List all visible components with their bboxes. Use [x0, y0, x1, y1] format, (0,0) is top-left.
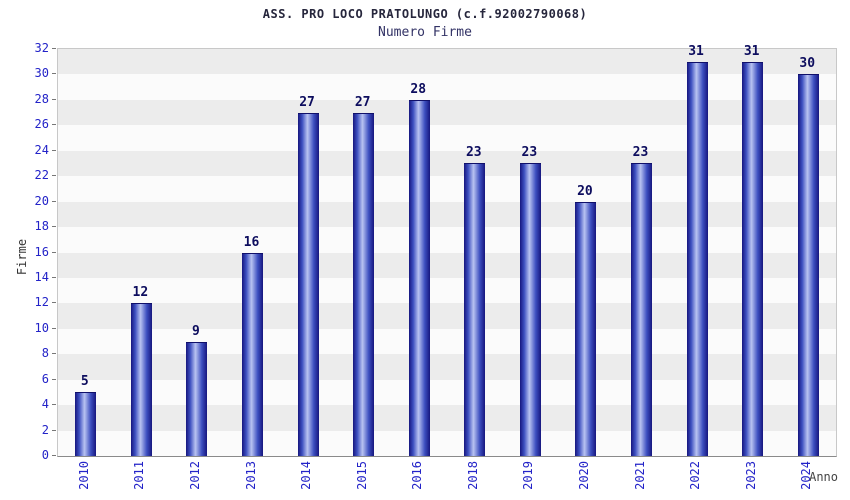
y-tick-mark	[52, 251, 56, 253]
y-tick-mark	[52, 327, 56, 329]
y-tick-label: 24	[34, 142, 49, 157]
y-tick-label: 26	[34, 117, 49, 132]
plot-band	[58, 125, 836, 151]
x-tick-label: 2016	[410, 461, 425, 490]
plot-band	[58, 277, 836, 304]
y-tick-label: 32	[34, 41, 49, 55]
y-tick-mark	[52, 98, 56, 100]
y-tick-label: 2	[41, 422, 49, 437]
y-tick-mark	[52, 175, 56, 177]
bar	[130, 303, 152, 456]
y-tick-label: 30	[34, 66, 49, 81]
bar	[297, 112, 319, 456]
bar	[408, 99, 430, 456]
y-tick-label: 8	[41, 346, 49, 361]
plot-band	[58, 379, 836, 406]
bar-value-label: 23	[465, 145, 482, 161]
bar-value-label: 23	[521, 145, 538, 161]
y-tick-mark	[52, 378, 56, 380]
plot-band	[58, 227, 836, 253]
plot-band	[58, 74, 836, 100]
x-tick-label: 2022	[688, 461, 703, 490]
plot-band	[58, 354, 836, 380]
x-tick-label: 2024	[799, 461, 814, 490]
plot-band	[58, 252, 836, 278]
plot-band	[58, 99, 836, 126]
y-tick-label: 0	[41, 448, 49, 462]
bar	[464, 163, 486, 456]
bar-value-label: 27	[354, 94, 371, 110]
x-tick-label: 2010	[76, 461, 91, 490]
bar	[575, 201, 597, 456]
y-tick-mark	[52, 429, 56, 431]
bar	[797, 74, 819, 456]
x-tick-label: 2012	[187, 461, 202, 490]
y-tick-mark	[52, 276, 56, 278]
bar	[242, 252, 263, 456]
plot-band	[58, 405, 836, 431]
plot-band	[58, 303, 836, 329]
x-axis-title: Anno	[809, 470, 838, 484]
bar	[519, 163, 541, 456]
x-tick-label: 2011	[132, 461, 147, 490]
chart-title: ASS. PRO LOCO PRATOLUNGO (c.f.9200279006…	[262, 7, 588, 21]
x-tick-label: 2021	[632, 461, 647, 490]
bar-value-label: 28	[410, 81, 427, 97]
plot-area	[57, 48, 837, 457]
x-tick-label: 2018	[465, 461, 480, 490]
y-tick-label: 14	[34, 269, 49, 284]
y-tick-label: 20	[34, 193, 49, 208]
plot-band	[58, 150, 836, 177]
bar-value-label: 23	[632, 145, 649, 161]
bar	[353, 112, 375, 456]
y-tick-label: 16	[34, 244, 49, 259]
chart-subtitle: Numero Firme	[378, 25, 472, 40]
plot-band	[58, 176, 836, 202]
bar	[75, 392, 97, 456]
bar	[631, 163, 652, 456]
bar-value-label: 31	[688, 43, 704, 59]
bar-value-label: 31	[743, 43, 760, 59]
y-tick-mark	[52, 226, 56, 228]
y-tick-label: 6	[41, 371, 49, 386]
y-tick-mark	[52, 404, 56, 406]
bar-value-label: 16	[243, 234, 260, 250]
y-tick-label: 18	[34, 219, 49, 234]
plot-band	[58, 201, 836, 228]
bar-value-label: 12	[132, 285, 149, 301]
bar-value-label: 5	[80, 374, 89, 390]
y-tick-mark	[52, 200, 56, 202]
y-tick-label: 4	[41, 397, 49, 412]
y-tick-mark	[52, 124, 56, 126]
bar-value-label: 30	[799, 56, 816, 72]
y-tick-mark	[52, 48, 56, 49]
y-tick-mark	[52, 353, 56, 355]
y-tick-mark	[52, 302, 56, 304]
x-tick-label: 2020	[576, 461, 591, 490]
bar	[686, 61, 708, 456]
x-tick-label: 2013	[243, 461, 258, 490]
y-tick-label: 10	[34, 320, 49, 335]
plot-band	[58, 328, 836, 355]
bar	[186, 341, 208, 456]
y-tick-mark	[52, 149, 56, 151]
x-tick-label: 2015	[354, 461, 369, 490]
x-tick-label: 2019	[521, 461, 536, 490]
x-tick-label: 2014	[299, 461, 314, 490]
bar	[742, 61, 764, 456]
bar-value-label: 27	[299, 94, 315, 110]
y-tick-label: 22	[34, 168, 49, 183]
y-tick-label: 12	[34, 295, 49, 310]
plot-band	[58, 430, 836, 456]
x-tick-label: 2023	[743, 461, 758, 490]
bar-value-label: 9	[192, 323, 200, 339]
bar-value-label: 20	[577, 183, 593, 199]
plot-band	[58, 49, 836, 75]
y-tick-mark	[52, 73, 56, 75]
y-tick-mark	[52, 455, 56, 456]
y-tick-label: 28	[34, 91, 49, 106]
